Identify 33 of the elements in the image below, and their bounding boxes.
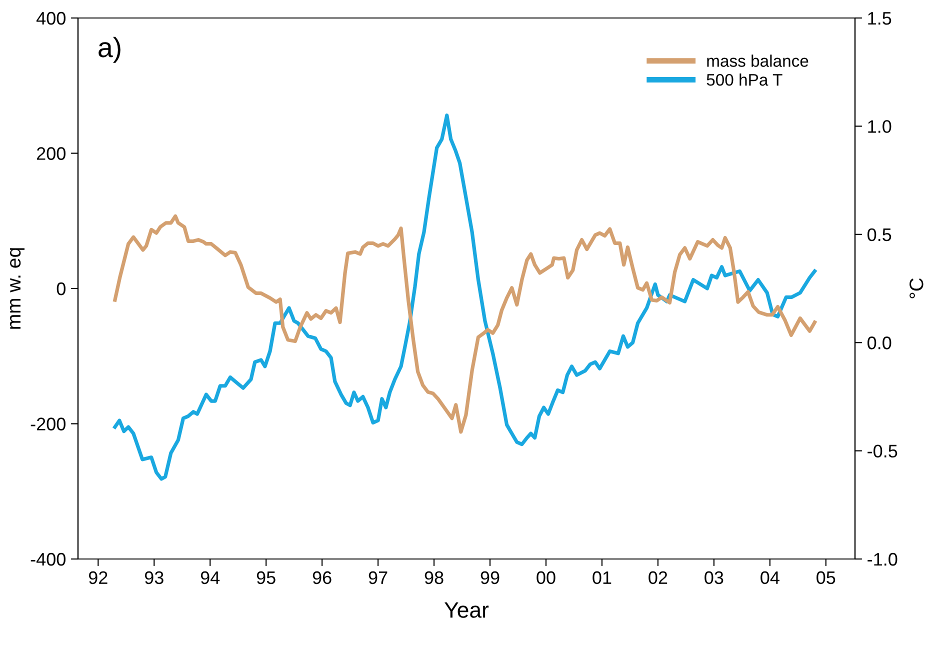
y2-tick-label: 1.5	[868, 12, 892, 25]
y-tick-label: -400	[30, 552, 66, 566]
x-tick-label: 03	[704, 571, 724, 584]
legend-label: 500 hPa T	[706, 74, 782, 86]
y-tick-label: 0	[56, 282, 66, 296]
y-axis-title: mm w. eq	[10, 248, 25, 329]
x-tick-label: 05	[816, 571, 836, 584]
x-tick-label: 96	[312, 571, 332, 584]
y2-tick-label: -0.5	[868, 444, 898, 458]
x-tick-label: 97	[368, 571, 388, 584]
y2-tick-label: 1.0	[868, 120, 892, 133]
line-series	[113, 214, 816, 434]
annotation: a)	[98, 36, 120, 63]
x-tick-label: 92	[88, 571, 108, 584]
x-tick-label: 01	[592, 571, 612, 584]
x-tick-label: 95	[256, 571, 276, 584]
x-tick-label: 00	[536, 571, 556, 584]
x-tick-label: 04	[760, 571, 780, 584]
line-series	[113, 114, 816, 481]
y2-tick-label: 0.5	[868, 228, 892, 242]
x-tick-label: 98	[424, 571, 444, 584]
y2-tick-label: -1.0	[868, 552, 898, 566]
y2-axis-title: °C	[910, 278, 924, 298]
x-tick-label: 99	[480, 571, 500, 584]
legend-label: mass balance	[707, 54, 808, 67]
x-tick-label: 02	[648, 571, 668, 584]
x-tick-label: 94	[200, 571, 220, 584]
x-axis-title: Year	[444, 602, 489, 618]
y-tick-label: 200	[36, 147, 66, 160]
x-tick-label: 93	[144, 571, 164, 584]
y-tick-label: -200	[30, 418, 66, 430]
y2-tick-label: 0.0	[868, 336, 892, 350]
y-tick-label: 400	[36, 12, 66, 25]
